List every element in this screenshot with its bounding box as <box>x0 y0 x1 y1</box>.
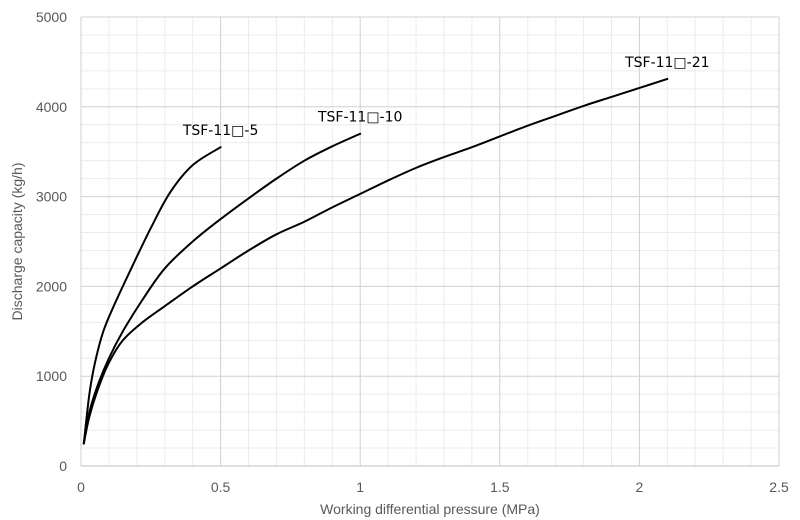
x-tick-label: 1 <box>356 479 364 495</box>
y-tick-label: 3000 <box>36 189 67 205</box>
x-tick-label: 0.5 <box>211 479 231 495</box>
series-label: TSF-11□-5 <box>182 123 259 139</box>
major-gridlines <box>80 16 780 467</box>
y-tick-label: 4000 <box>36 99 67 115</box>
x-tick-label: 2.5 <box>769 479 789 495</box>
y-tick-label: 5000 <box>36 9 67 25</box>
x-tick-label: 0 <box>77 479 85 495</box>
minor-gridlines <box>81 17 779 466</box>
series-line <box>82 146 222 445</box>
series-label: TSF-11□-10 <box>317 110 402 126</box>
series-line <box>82 77 669 445</box>
y-tick-label: 2000 <box>36 278 67 294</box>
x-tick-label: 2 <box>636 479 644 495</box>
tick-labels: 0 0.5 1 1.5 2 2.5 0 1000 2000 3000 4000 5000 <box>36 9 789 495</box>
series-label: TSF-11□-21 <box>624 55 709 71</box>
x-axis-title: Working differential pressure (MPa) <box>320 501 540 517</box>
series-labels: TSF-11□-5 TSF-11□-10 TSF-11□-21 <box>182 55 710 139</box>
y-tick-label: 1000 <box>36 368 67 384</box>
y-tick-label: 0 <box>59 458 67 474</box>
x-tick-label: 1.5 <box>490 479 510 495</box>
series-line <box>82 132 362 445</box>
series-lines <box>82 77 669 445</box>
y-axis-title: Discharge capacity (kg/h) <box>9 163 25 321</box>
